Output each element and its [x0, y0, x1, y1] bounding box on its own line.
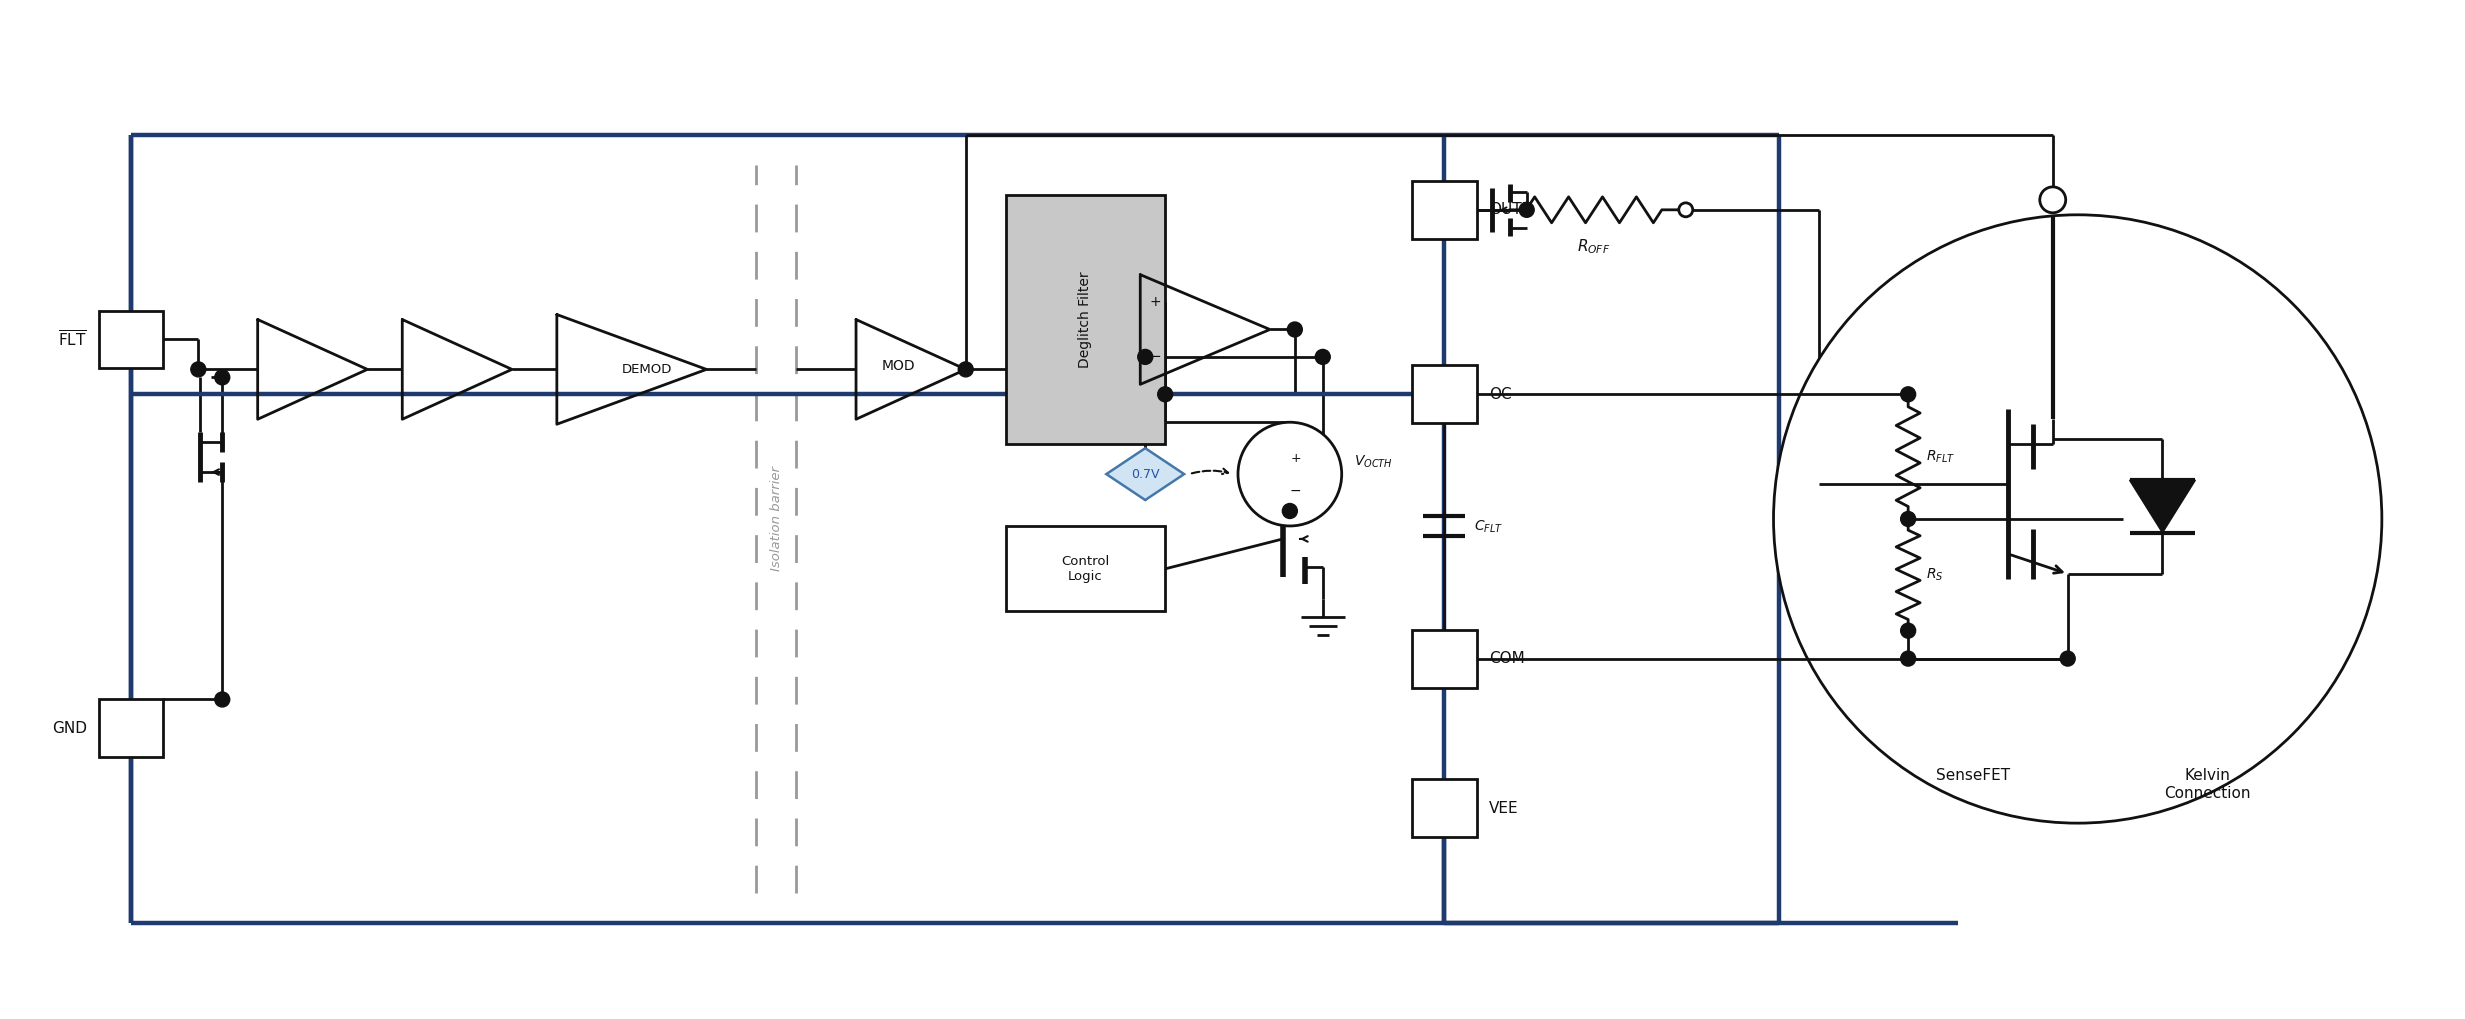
Circle shape	[1901, 624, 1915, 638]
Text: $R_S$: $R_S$	[1925, 567, 1942, 583]
Circle shape	[1518, 203, 1533, 217]
Circle shape	[2061, 651, 2076, 666]
Text: Isolation barrier: Isolation barrier	[769, 467, 784, 572]
Circle shape	[1772, 215, 2381, 823]
Circle shape	[214, 692, 229, 707]
Text: −: −	[1149, 350, 1161, 365]
Text: OUTL: OUTL	[1489, 203, 1531, 217]
Text: 0.7V: 0.7V	[1131, 468, 1159, 481]
Circle shape	[1139, 350, 1154, 365]
Text: $C_{FLT}$: $C_{FLT}$	[1474, 519, 1504, 535]
Bar	[1006, 195, 1166, 444]
Bar	[99, 699, 163, 757]
Text: Control
Logic: Control Logic	[1062, 554, 1109, 583]
Circle shape	[2041, 186, 2066, 213]
Bar	[1412, 630, 1477, 688]
Circle shape	[1237, 422, 1341, 526]
Text: DEMOD: DEMOD	[621, 363, 673, 376]
Circle shape	[190, 362, 205, 377]
Bar	[1412, 181, 1477, 238]
Text: $\overline{\mathrm{FLT}}$: $\overline{\mathrm{FLT}}$	[59, 329, 86, 350]
Bar	[1412, 366, 1477, 423]
Text: $R_{FLT}$: $R_{FLT}$	[1925, 448, 1955, 465]
Bar	[1006, 527, 1166, 611]
Circle shape	[959, 362, 974, 377]
Text: GND: GND	[52, 720, 86, 736]
Polygon shape	[2130, 480, 2196, 533]
Text: OC: OC	[1489, 387, 1511, 401]
Text: VEE: VEE	[1489, 801, 1518, 815]
Circle shape	[214, 370, 229, 385]
Polygon shape	[1107, 448, 1183, 500]
Text: $V_{OCTH}$: $V_{OCTH}$	[1353, 453, 1393, 471]
Circle shape	[1282, 503, 1297, 519]
Text: Kelvin
Connection: Kelvin Connection	[2164, 768, 2251, 801]
Circle shape	[1316, 350, 1331, 365]
Bar	[99, 311, 163, 369]
Circle shape	[1159, 387, 1173, 401]
Circle shape	[1679, 203, 1693, 217]
Text: SenseFET: SenseFET	[1935, 768, 2009, 784]
Text: −: −	[1289, 484, 1302, 498]
Circle shape	[1901, 651, 1915, 666]
Circle shape	[1287, 322, 1302, 337]
Text: Deglitch Filter: Deglitch Filter	[1077, 271, 1092, 368]
Text: MOD: MOD	[882, 360, 915, 373]
Text: COM: COM	[1489, 651, 1523, 666]
Circle shape	[1901, 387, 1915, 401]
Text: +: +	[1292, 451, 1302, 465]
Bar	[1412, 780, 1477, 837]
Circle shape	[1901, 512, 1915, 527]
Text: $R_{OFF}$: $R_{OFF}$	[1578, 237, 1610, 257]
Text: +: +	[1149, 296, 1161, 309]
